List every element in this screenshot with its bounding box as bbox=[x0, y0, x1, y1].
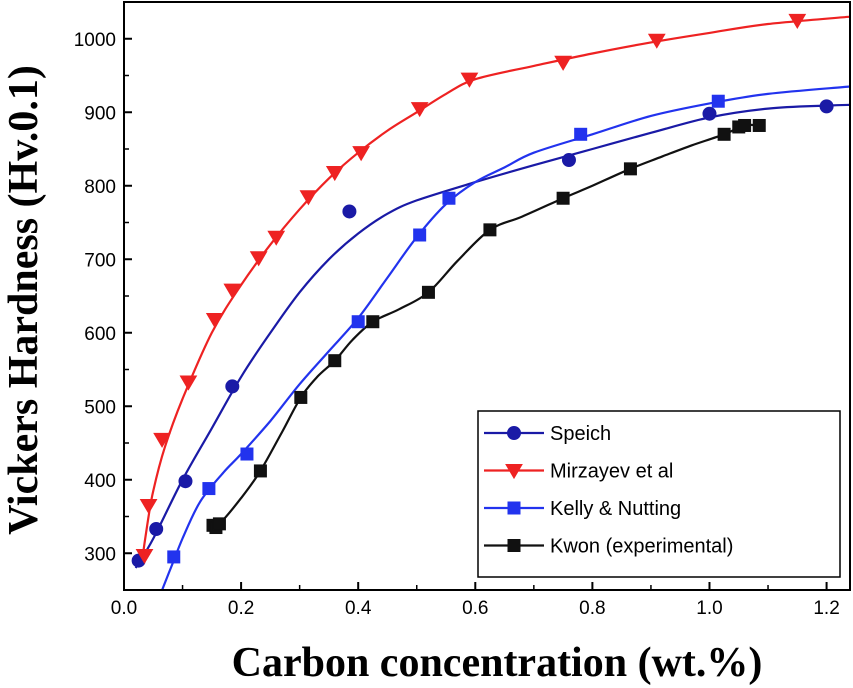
legend: Speich Mirzayev et al Kelly & Nutting Kwon … bbox=[477, 410, 841, 578]
x-tick-label: 1.2 bbox=[813, 598, 839, 619]
legend-marker-0 bbox=[507, 426, 521, 440]
x-axis-title: Carbon concentration (wt.%) bbox=[232, 640, 763, 686]
y-tick-label: 700 bbox=[84, 250, 116, 271]
data-point-series-3 bbox=[366, 315, 380, 329]
data-point-series-1 bbox=[205, 313, 224, 329]
data-point-series-3 bbox=[623, 162, 637, 176]
legend-label-1: Mirzayev et al bbox=[550, 461, 673, 483]
y-tick-label: 400 bbox=[84, 471, 116, 492]
data-point-series-0 bbox=[702, 106, 717, 121]
data-point-series-0 bbox=[149, 521, 164, 536]
legend-label-0: Speich bbox=[550, 423, 611, 445]
data-point-series-1 bbox=[647, 33, 666, 49]
data-point-series-1 bbox=[554, 55, 572, 71]
x-tick-label: 1.0 bbox=[696, 598, 722, 619]
x-tick-label: 0.8 bbox=[579, 598, 605, 619]
data-point-series-3 bbox=[738, 118, 752, 132]
data-point-series-3 bbox=[328, 354, 342, 368]
data-point-series-1 bbox=[135, 548, 154, 565]
data-point-series-2 bbox=[351, 315, 365, 329]
data-point-series-0 bbox=[819, 99, 834, 114]
data-point-series-1 bbox=[267, 230, 286, 246]
data-point-series-3 bbox=[752, 118, 766, 132]
legend-label-3: Kwon (experimental) bbox=[550, 536, 733, 558]
x-tick-label: 0.4 bbox=[345, 598, 372, 619]
data-point-series-1 bbox=[299, 190, 318, 206]
y-tick-label: 500 bbox=[84, 397, 116, 418]
data-point-series-1 bbox=[460, 72, 479, 88]
data-point-series-1 bbox=[352, 146, 370, 162]
y-axis-title: Vickers Hardness (Hv.0.1) bbox=[1, 65, 47, 535]
data-point-series-3 bbox=[556, 191, 570, 205]
data-points bbox=[131, 13, 834, 568]
y-tick-label: 900 bbox=[84, 103, 116, 124]
y-tick-label: 1000 bbox=[74, 30, 116, 51]
data-point-series-1 bbox=[223, 283, 242, 299]
y-tick-label: 600 bbox=[84, 324, 116, 345]
data-point-series-3 bbox=[421, 285, 435, 299]
data-point-series-3 bbox=[212, 517, 226, 531]
data-point-series-3 bbox=[483, 223, 497, 237]
legend-marker-3 bbox=[507, 539, 521, 552]
data-point-series-0 bbox=[561, 153, 576, 168]
data-point-series-3 bbox=[717, 127, 731, 141]
data-point-series-2 bbox=[240, 447, 254, 461]
legend-marker-1 bbox=[505, 464, 523, 480]
data-point-series-2 bbox=[574, 127, 588, 141]
data-point-series-1 bbox=[249, 251, 268, 267]
legend-label-2: Kelly & Nutting bbox=[550, 498, 681, 520]
data-point-series-3 bbox=[253, 464, 267, 478]
legend-box bbox=[477, 410, 841, 578]
x-tick-label: 0.0 bbox=[111, 598, 137, 619]
legend-marker-2 bbox=[507, 501, 521, 515]
data-point-series-1 bbox=[325, 166, 344, 182]
data-point-series-2 bbox=[442, 191, 456, 205]
plot-frame bbox=[123, 1, 851, 591]
y-tick-label: 300 bbox=[84, 544, 116, 565]
legend-items: Speich Mirzayev et al Kelly & Nutting Kwon … bbox=[484, 423, 733, 558]
x-tick-label: 0.6 bbox=[462, 598, 488, 619]
data-point-series-0 bbox=[178, 474, 193, 489]
x-tick-label: 0.2 bbox=[228, 598, 254, 619]
data-point-series-1 bbox=[410, 102, 429, 118]
axis-ticks bbox=[123, 1, 828, 590]
data-point-series-2 bbox=[167, 550, 181, 564]
data-point-series-1 bbox=[153, 432, 171, 448]
tick-labels: 0.0 0.2 0.4 0.6 0.8 1.0 1.2 300 400 500 600 700 800 9… bbox=[74, 30, 840, 619]
data-point-series-2 bbox=[711, 94, 725, 108]
data-point-series-2 bbox=[413, 228, 427, 242]
data-point-series-2 bbox=[202, 482, 216, 496]
data-point-series-1 bbox=[139, 498, 158, 515]
data-point-series-0 bbox=[342, 204, 357, 219]
data-point-series-1 bbox=[179, 375, 198, 391]
data-point-series-1 bbox=[788, 13, 807, 29]
data-point-series-0 bbox=[225, 379, 240, 394]
data-point-series-3 bbox=[294, 390, 308, 404]
y-tick-label: 800 bbox=[84, 177, 116, 198]
